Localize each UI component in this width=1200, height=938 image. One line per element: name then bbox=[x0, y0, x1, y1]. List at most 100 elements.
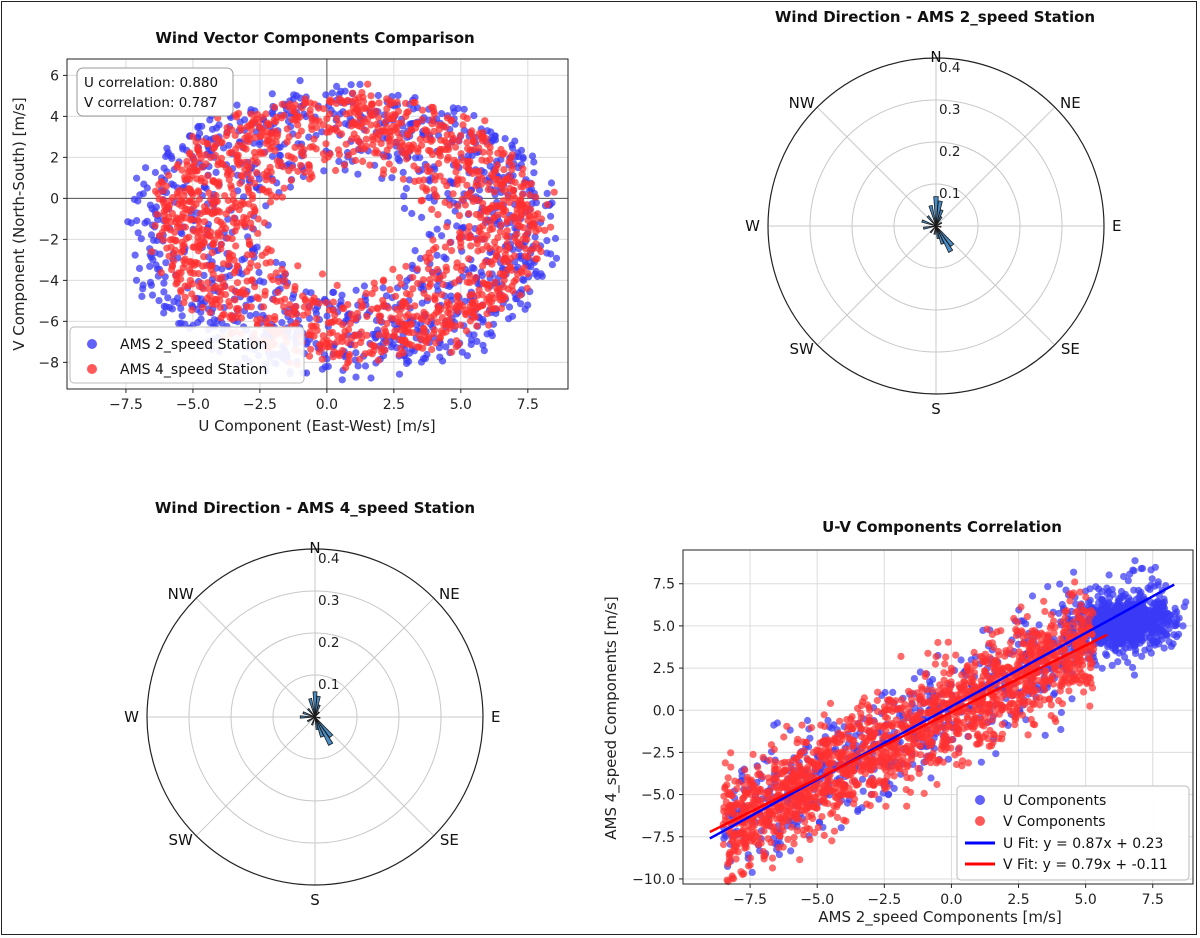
point-ams4 bbox=[406, 291, 414, 299]
point-ams4 bbox=[265, 314, 273, 322]
point-v bbox=[988, 630, 997, 639]
point-ams2 bbox=[394, 91, 402, 99]
point-ams4 bbox=[200, 218, 209, 226]
point-ams2 bbox=[260, 278, 268, 286]
point-ams4 bbox=[477, 235, 485, 243]
point-u bbox=[910, 675, 919, 683]
point-ams2 bbox=[164, 294, 172, 302]
point-v bbox=[931, 660, 940, 668]
point-ams2 bbox=[246, 295, 254, 304]
point-ams4 bbox=[338, 334, 346, 342]
point-ams4 bbox=[439, 271, 447, 279]
point-ams4 bbox=[198, 226, 206, 234]
point-ams4 bbox=[163, 244, 171, 252]
point-ams4 bbox=[232, 267, 240, 275]
point-ams4 bbox=[221, 192, 229, 200]
point-ams4 bbox=[496, 228, 504, 236]
point-ams2 bbox=[148, 291, 157, 299]
point-ams4 bbox=[241, 165, 249, 173]
point-ams4 bbox=[514, 222, 522, 230]
compass-label-s: S bbox=[931, 400, 941, 418]
point-ams4 bbox=[172, 271, 180, 279]
point-ams4 bbox=[203, 139, 211, 148]
point-ams4 bbox=[465, 210, 473, 218]
point-ams4 bbox=[383, 319, 391, 328]
point-ams4 bbox=[204, 279, 212, 287]
point-ams4 bbox=[313, 123, 321, 131]
point-ams4 bbox=[500, 166, 508, 174]
point-ams2 bbox=[399, 168, 407, 176]
point-ams4 bbox=[434, 211, 442, 219]
point-ams2 bbox=[155, 297, 163, 305]
point-ams4 bbox=[383, 105, 391, 113]
compass-label-w: W bbox=[124, 708, 139, 726]
point-ams4 bbox=[236, 179, 244, 188]
point-ams2 bbox=[268, 152, 277, 160]
point-ams4 bbox=[387, 314, 395, 322]
y-tick-label: 4 bbox=[50, 109, 59, 125]
point-ams4 bbox=[466, 193, 474, 201]
point-ams2 bbox=[354, 170, 362, 178]
chart-wind-rose-ams2: Wind Direction - AMS 2_speed Station 0.1… bbox=[745, 8, 1121, 418]
point-v bbox=[983, 625, 991, 633]
point-ams4 bbox=[482, 216, 490, 224]
point-ams4 bbox=[384, 332, 392, 340]
point-ams4 bbox=[455, 276, 463, 284]
point-ams2 bbox=[412, 154, 420, 162]
point-ams4 bbox=[179, 247, 187, 255]
point-ams4 bbox=[252, 169, 261, 177]
point-ams4 bbox=[248, 251, 256, 259]
point-ams2 bbox=[547, 212, 555, 220]
point-ams4 bbox=[227, 182, 235, 190]
point-ams4 bbox=[179, 264, 187, 272]
point-ams4 bbox=[186, 207, 194, 216]
point-ams4 bbox=[483, 231, 491, 240]
point-ams4 bbox=[408, 145, 416, 153]
y-tick-label: 0 bbox=[50, 191, 59, 207]
point-v bbox=[1082, 593, 1090, 601]
point-ams2 bbox=[519, 275, 527, 283]
point-ams4 bbox=[433, 265, 441, 274]
point-ams4 bbox=[415, 177, 423, 185]
point-ams4 bbox=[318, 355, 326, 363]
point-ams4 bbox=[485, 270, 493, 278]
point-ams4 bbox=[497, 221, 505, 229]
point-v bbox=[746, 861, 754, 869]
point-u bbox=[787, 847, 795, 855]
point-ams2 bbox=[347, 81, 355, 89]
point-u bbox=[1140, 606, 1148, 614]
point-u bbox=[889, 688, 897, 697]
point-ams2 bbox=[238, 256, 246, 264]
point-ams4 bbox=[381, 118, 390, 126]
point-ams4 bbox=[441, 137, 449, 145]
point-v bbox=[820, 831, 828, 840]
point-u bbox=[1182, 598, 1190, 606]
radial-tick-label: 0.3 bbox=[318, 593, 339, 609]
legend-label-ams4: AMS 4_speed Station bbox=[120, 362, 267, 378]
point-ams4 bbox=[285, 133, 293, 141]
point-ams4 bbox=[393, 98, 401, 106]
point-u bbox=[1044, 583, 1052, 591]
point-ams4 bbox=[306, 143, 314, 151]
point-ams4 bbox=[356, 115, 365, 123]
point-ams2 bbox=[133, 174, 141, 182]
point-ams4 bbox=[374, 149, 382, 157]
point-ams2 bbox=[444, 189, 452, 198]
point-ams2 bbox=[438, 110, 446, 118]
point-ams4 bbox=[353, 134, 361, 142]
point-ams4 bbox=[320, 105, 328, 113]
point-ams4 bbox=[257, 132, 265, 140]
point-ams4 bbox=[210, 145, 218, 153]
point-ams4 bbox=[428, 345, 436, 354]
radial-tick-label: 0.4 bbox=[939, 60, 960, 76]
point-ams4 bbox=[463, 181, 471, 189]
point-ams4 bbox=[502, 246, 510, 254]
point-ams4 bbox=[519, 165, 527, 173]
point-ams2 bbox=[361, 362, 370, 370]
point-ams4 bbox=[351, 120, 359, 128]
point-u bbox=[770, 721, 778, 729]
point-ams4 bbox=[323, 336, 331, 344]
point-ams4 bbox=[165, 171, 173, 179]
point-ams4 bbox=[456, 321, 464, 329]
